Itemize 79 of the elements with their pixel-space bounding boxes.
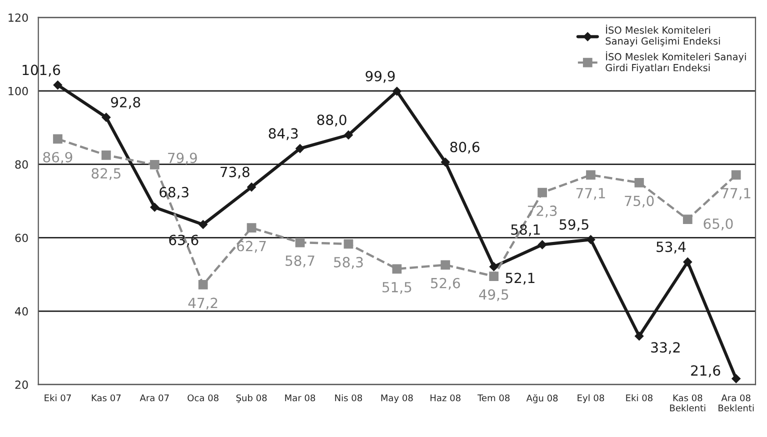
y-tick-label: 20 (15, 380, 28, 389)
point (102, 112, 111, 122)
x-tick-label: May 08 (381, 394, 413, 404)
x-tick-label: Ağu 08 (526, 394, 558, 404)
point (489, 262, 498, 272)
x-tick-label: Eki 07 (44, 394, 71, 402)
point (392, 264, 402, 274)
x-tick-label: Eki 08 (626, 394, 652, 402)
point (198, 280, 208, 290)
point (344, 239, 354, 249)
legend-label: İSO Meslek Komiteleri Sanayi Gelişimi Endeksi (606, 24, 720, 47)
x-tick-label: Mar 08 (285, 394, 316, 402)
point (634, 332, 644, 341)
point (634, 178, 644, 188)
y-tick-label: 80 (15, 160, 28, 169)
data-label: 79,9 (168, 152, 197, 165)
x-tick-label: Eyl 08 (578, 394, 604, 404)
y-tick-label: 100 (8, 86, 28, 96)
point (440, 260, 450, 270)
point (296, 144, 304, 153)
data-label: 49,5 (479, 289, 508, 302)
point (295, 238, 305, 248)
data-label: 52,1 (506, 272, 534, 285)
data-label: 65,0 (704, 218, 733, 230)
x-tick-label: Ara 08 Beklenti (718, 394, 754, 412)
data-label: 58,3 (334, 256, 363, 269)
point (731, 170, 741, 180)
data-label: 47,2 (188, 298, 218, 310)
y-tick-label: 60 (15, 234, 28, 242)
data-label: 99,9 (366, 70, 395, 83)
point (586, 235, 596, 244)
x-tick-label: Ara 07 (140, 394, 169, 402)
point (102, 150, 111, 160)
data-label: 80,6 (450, 142, 480, 154)
point (682, 214, 692, 224)
data-label: 58,7 (286, 255, 314, 268)
point (489, 272, 499, 281)
point (344, 130, 353, 140)
point (150, 160, 160, 170)
data-label: 21,6 (691, 365, 720, 378)
data-label: 75,0 (624, 196, 654, 208)
point (538, 240, 547, 250)
data-label: 51,5 (382, 282, 412, 294)
data-label: 73,8 (220, 166, 250, 179)
point (246, 223, 256, 233)
data-label: 53,4 (656, 242, 686, 254)
data-label: 88,0 (317, 114, 346, 127)
x-tick-label: Tem 08 (477, 394, 510, 402)
data-label: 33,2 (651, 342, 680, 354)
point (150, 202, 160, 212)
data-label: 86,9 (43, 152, 72, 164)
point (53, 80, 62, 90)
point (53, 134, 62, 144)
point (538, 188, 547, 198)
x-tick-label: Nis 08 (335, 394, 362, 402)
legend-label: İSO Meslek Komiteleri Sanayi Girdi Fiyatları Endeksi (606, 51, 746, 74)
data-label: 84,3 (268, 128, 298, 140)
data-label: 92,8 (111, 96, 140, 109)
x-tick-label: Şub 08 (236, 394, 267, 403)
point (198, 220, 208, 229)
point (586, 170, 596, 180)
y-tick-label: 40 (15, 307, 28, 316)
point (247, 182, 256, 192)
data-label: 82,5 (92, 168, 120, 180)
point (440, 158, 450, 167)
x-tick-label: Haz 08 (430, 394, 460, 402)
point (732, 374, 741, 384)
point (392, 86, 402, 96)
point (683, 258, 692, 266)
x-tick-label: Kas 07 (92, 394, 121, 402)
data-label: 59,5 (560, 219, 588, 232)
x-tick-label: Oca 08 (188, 394, 218, 402)
x-tick-label: Kas 08 Beklenti (670, 394, 706, 412)
data-label: 68,3 (160, 186, 188, 199)
y-tick-label: 120 (8, 13, 28, 22)
data-label: 52,6 (430, 278, 460, 290)
data-label: 58,1 (511, 224, 540, 236)
data-label: 77,1 (576, 188, 605, 200)
data-label: 77,1 (722, 188, 750, 200)
